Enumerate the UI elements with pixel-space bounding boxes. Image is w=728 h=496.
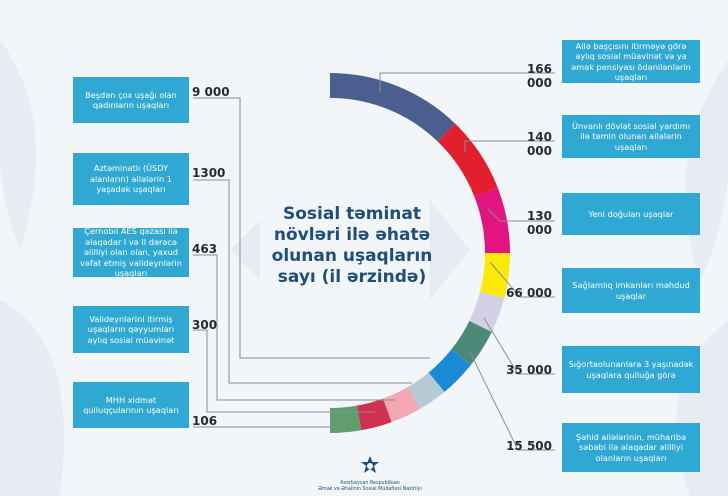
leader-line-5 (469, 351, 555, 451)
org-line-1: Azərbaycan Respublikası (340, 481, 400, 486)
category-label-box: Valideynlərini itirmiş uşaqların qəyyuml… (73, 306, 189, 353)
leader-line-1 (464, 140, 555, 152)
leader-line-8 (193, 254, 395, 401)
arc-segment-4 (469, 291, 505, 332)
category-label-box: Şəhid ailələrinin, müharibə səbəbi ilə ə… (562, 423, 700, 472)
arc-segment-3 (480, 253, 510, 299)
leader-line-7 (193, 179, 412, 384)
data-value-label: 1300 (192, 166, 226, 180)
data-value-label: 463 (192, 242, 218, 256)
data-value-label: 9 000 (192, 85, 230, 99)
leader-line-0 (379, 72, 555, 92)
chart-title: Sosial təminat növləri ilə əhatə olunan … (271, 204, 433, 287)
data-value-label: 35 000 (506, 363, 552, 377)
leader-line-2 (487, 208, 555, 222)
category-label-box: MHH xidmət qulluqçularının uşaqları (73, 382, 189, 428)
arc-segment-9 (356, 398, 392, 431)
data-value-label: 15 500 (506, 439, 552, 453)
category-label-box: Ünvanlı dövlət sosial yardımı ilə təmin … (562, 115, 700, 158)
category-label-box: Beşdən çox uşağı olan qadınların uşaqlar… (73, 77, 189, 123)
arc-segment-2 (474, 187, 510, 253)
category-label-box: Aztəminatlı (ÜSDY alanların) ailələrin 1… (73, 153, 189, 205)
leader-line-6 (193, 97, 430, 359)
data-value-label: 140 000 (526, 130, 552, 158)
arc-segment-8 (383, 387, 420, 423)
category-label-box: Sağlamlıq imkanları məhdud uşaqlar (562, 268, 700, 313)
data-value-label: 166 000 (526, 62, 552, 90)
arc-segment-5 (451, 320, 492, 366)
data-value-label: 66 000 (506, 286, 552, 300)
ministry-emblem-icon (361, 456, 379, 473)
category-label-box: Çernobıl AES qəzası ilə əlaqədar I və II… (73, 226, 189, 278)
leader-line-4 (483, 317, 555, 375)
ministry-logo: Azərbaycan Respublikası Əmək və Əhalinin… (300, 455, 440, 493)
data-value-label: 300 (192, 318, 218, 332)
category-label-box: Yeni doğulan uşaqlar (562, 193, 700, 235)
leader-line-9 (193, 329, 375, 413)
arc-segment-1 (437, 123, 498, 197)
category-label-box: Ailə başçısını itirməyə görə aylıq sosia… (562, 40, 700, 83)
data-value-label: 106 (192, 414, 218, 428)
data-value-label: 130 000 (526, 209, 552, 237)
arc-segment-7 (407, 372, 445, 409)
category-label-box: Sığortaolunanlara 3 yaşınadək uşaqlara q… (562, 346, 700, 393)
leader-line-3 (489, 261, 555, 298)
arc-segment-0 (330, 73, 456, 142)
arc-segment-10 (330, 405, 362, 433)
arc-segment-6 (428, 349, 471, 392)
org-line-2: Əmək və Əhalinin Sosial Müdafiəsi Nazirl… (318, 487, 422, 492)
